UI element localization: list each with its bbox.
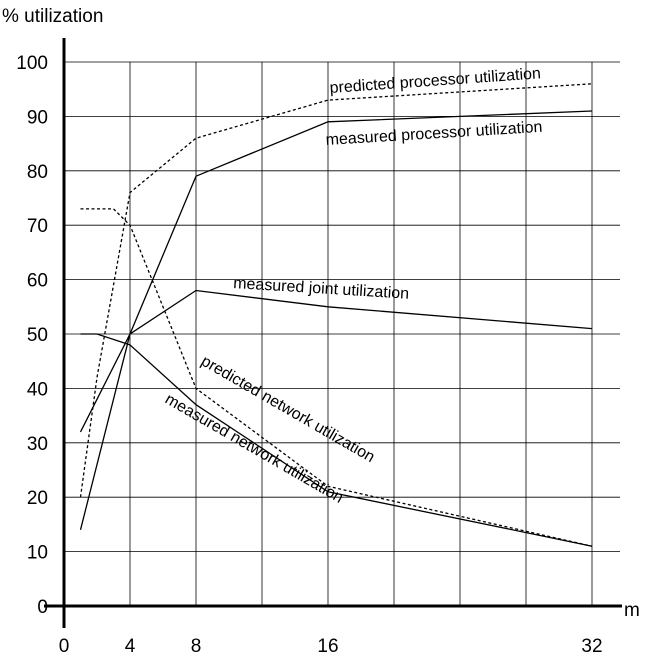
axes <box>44 38 622 628</box>
y-tick-label: 60 <box>27 271 48 292</box>
series-line-predicted-network-utilization <box>80 208 593 547</box>
tick-labels: 0 10 20 30 40 50 60 70 80 90 100 0 4 8 16 32 <box>16 53 602 657</box>
x-axis-title: m <box>624 600 640 621</box>
series-label: measured network utilization <box>162 391 346 507</box>
y-tick-label: 70 <box>27 216 48 237</box>
y-tick-label: 80 <box>27 162 48 183</box>
series-line-predicted-processor-utilization <box>79 83 593 498</box>
series-label: predicted network utilization <box>198 353 377 466</box>
grid <box>64 61 620 606</box>
y-axis-title: % utilization <box>2 6 103 27</box>
series-label: predicted processor utilization <box>329 65 541 97</box>
y-tick-label: 20 <box>27 488 48 509</box>
y-tick-label: 10 <box>27 543 48 564</box>
x-tick-label: 0 <box>59 636 70 657</box>
series-line-measured-processor-utilization <box>79 110 593 530</box>
x-tick-label: 4 <box>125 636 136 657</box>
y-tick-label: 90 <box>27 107 48 128</box>
y-tick-label: 30 <box>27 434 48 455</box>
x-tick-label: 8 <box>191 636 202 657</box>
x-tick-label: 16 <box>317 636 338 657</box>
y-tick-label: 100 <box>16 53 48 74</box>
x-tick-label: 32 <box>581 636 602 657</box>
y-tick-label: 0 <box>37 597 48 618</box>
y-tick-label: 50 <box>27 325 48 346</box>
series-line-measured-joint-utilization <box>79 289 593 433</box>
series-label: measured processor utilization <box>325 119 543 149</box>
y-tick-label: 40 <box>27 379 48 400</box>
series-line-measured-network-utilization <box>80 333 593 547</box>
series-lines <box>79 83 593 547</box>
